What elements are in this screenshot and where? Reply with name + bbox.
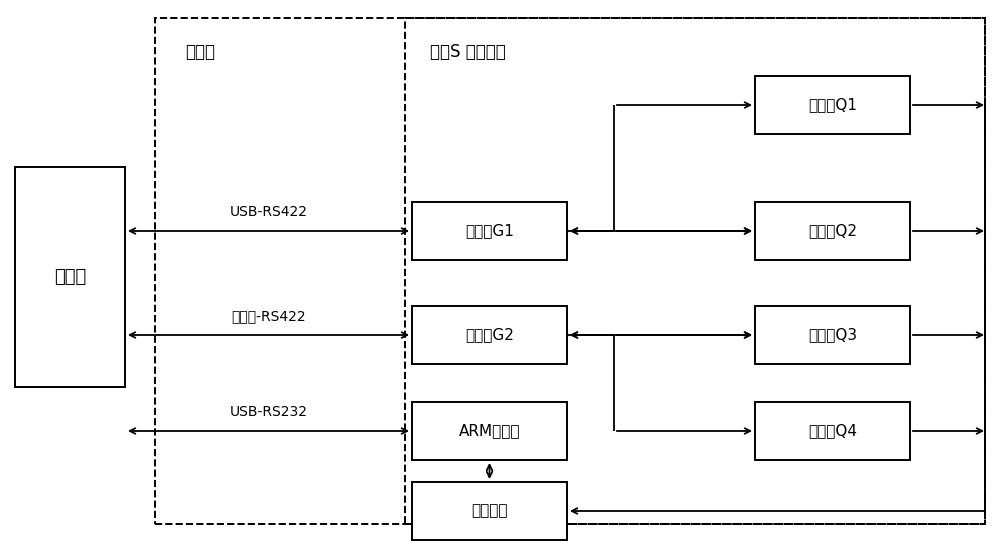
Text: 计算机: 计算机 [54, 268, 86, 286]
Bar [412, 402, 567, 460]
Text: 继电器Q2: 继电器Q2 [808, 223, 857, 238]
Bar [755, 306, 910, 364]
Text: 光耦模拟: 光耦模拟 [471, 504, 508, 519]
Bar [755, 76, 910, 134]
Bar [755, 402, 910, 460]
Text: 接口S 模拟装置: 接口S 模拟装置 [430, 43, 506, 61]
Text: 继电器Q3: 继电器Q3 [808, 327, 857, 343]
Bar [412, 482, 567, 540]
Bar [155, 18, 985, 524]
Text: ARM处理器: ARM处理器 [459, 423, 520, 438]
Bar [755, 202, 910, 260]
Text: 继电器G1: 继电器G1 [465, 223, 514, 238]
Bar [15, 167, 125, 387]
Bar [405, 18, 985, 524]
Bar [412, 306, 567, 364]
Text: 测试箱: 测试箱 [185, 43, 215, 61]
Text: USB-RS422: USB-RS422 [230, 205, 308, 219]
Text: 继电器G2: 继电器G2 [465, 327, 514, 343]
Text: USB-RS232: USB-RS232 [230, 405, 308, 419]
Text: 继电器Q4: 继电器Q4 [808, 423, 857, 438]
Text: 以太网-RS422: 以太网-RS422 [231, 309, 306, 323]
Text: 继电器Q1: 继电器Q1 [808, 98, 857, 113]
Bar [412, 202, 567, 260]
